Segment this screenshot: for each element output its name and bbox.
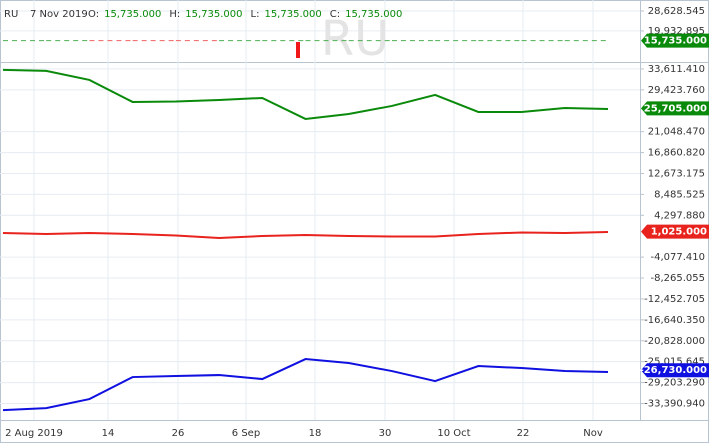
y-tick-label: 29,423.760 <box>648 85 705 96</box>
y-tick-label: 16,860.820 <box>648 148 705 159</box>
last-value-marker <box>641 363 709 378</box>
ohlc-value: 15,735.000 <box>104 9 161 20</box>
y-tick-label: 8,485.525 <box>654 189 705 200</box>
last-value-label: -26,730.000 <box>640 365 707 376</box>
x-tick-label: 22 <box>517 428 530 439</box>
y-tick-label: -25,015.645 <box>644 357 705 368</box>
date: 7 Nov 2019 <box>30 9 88 20</box>
grid <box>0 0 644 420</box>
watermark: RU <box>321 11 389 67</box>
y-tick-label: 28,628.545 <box>648 6 705 17</box>
series-line <box>2 68 609 120</box>
x-tick-label: 18 <box>309 428 322 439</box>
last-value-marker <box>641 33 709 48</box>
y-tick-label: -4,077.410 <box>650 252 705 263</box>
labels: 2 Aug 2019 14 26 6 Sep 18 30 10 Oct 22 Nov 28,628… <box>5 6 709 439</box>
last-value-marker <box>641 224 709 239</box>
y-tick-label: 33,611.410 <box>648 64 705 75</box>
last-value-label: 25,705.000 <box>644 103 707 114</box>
marks <box>2 40 609 412</box>
ohlc-label: L: <box>251 9 260 20</box>
x-tick-label: 26 <box>172 428 185 439</box>
y-tick-label: 12,673.175 <box>648 168 705 179</box>
x-tick-label: 14 <box>102 428 115 439</box>
ohlc-label: H: <box>169 9 180 20</box>
y-tick-label: -8,265.055 <box>650 273 705 284</box>
x-tick-label: 2 Aug 2019 <box>5 428 63 439</box>
y-tick-label: 4,297.880 <box>654 210 705 221</box>
symbol: RU <box>4 9 18 20</box>
x-tick-label: 30 <box>379 428 392 439</box>
x-tick-label: 10 Oct <box>437 428 470 439</box>
candle <box>296 42 300 58</box>
y-tick-label: -29,203.290 <box>644 378 705 389</box>
y-tick-label: 21,048.470 <box>648 127 705 138</box>
series-line <box>2 358 609 412</box>
ohlc-label: C: <box>330 9 340 20</box>
y-tick-label: -16,640.350 <box>644 315 705 326</box>
ohlc-value: 15,735.000 <box>264 9 321 20</box>
ohlc-value: 15,735.000 <box>345 9 402 20</box>
last-value-label: 15,735.000 <box>644 36 707 47</box>
ohlc-label: O: <box>88 9 99 20</box>
y-tick-label: -12,452.705 <box>644 294 705 305</box>
y-tick-label: -20,828.000 <box>644 336 705 347</box>
series-line <box>2 230 609 240</box>
y-tick-label: -33,390.940 <box>644 398 705 409</box>
last-value-marker <box>641 101 709 116</box>
y-tick-label: 19,932.895 <box>648 26 705 37</box>
ohlc-value: 15,735.000 <box>185 9 242 20</box>
x-tick-label: 6 Sep <box>232 428 260 439</box>
x-tick-label: Nov <box>583 428 603 439</box>
last-value-label: 1,025.000 <box>651 227 707 238</box>
